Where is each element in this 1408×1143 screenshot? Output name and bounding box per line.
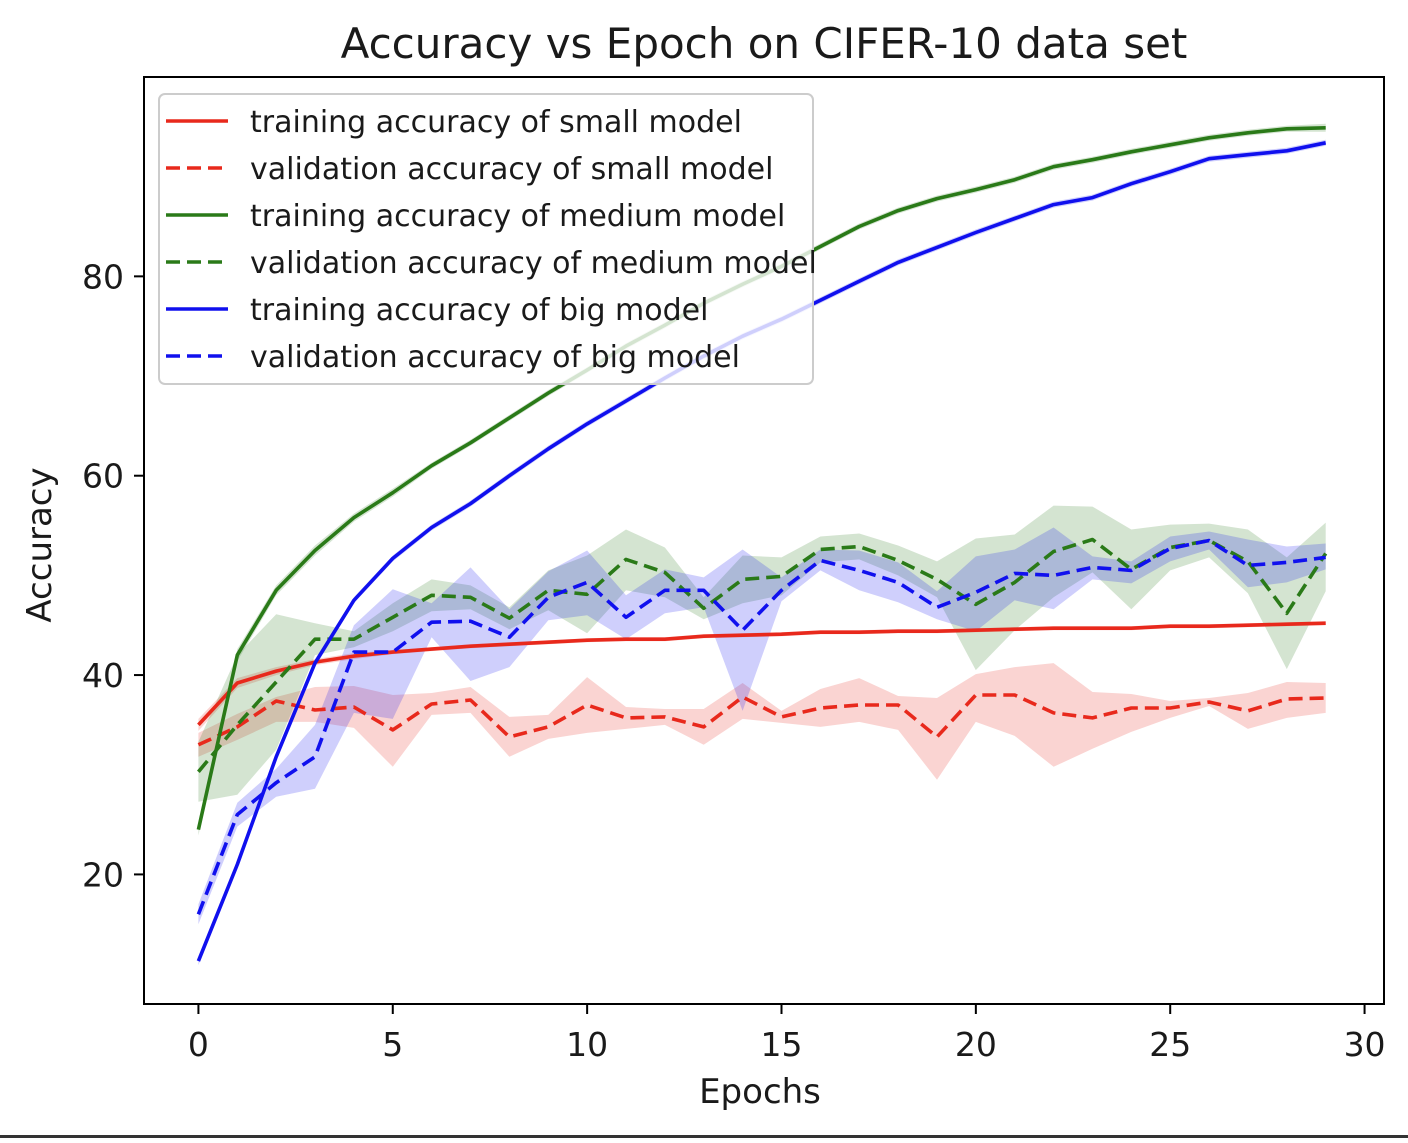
legend-label-training-accuracy-of-big-model: training accuracy of big model <box>250 293 708 328</box>
y-axis-label: Accuracy <box>20 467 60 622</box>
y-tick-label: 40 <box>82 656 124 695</box>
legend-label-training-accuracy-of-small-model: training accuracy of small model <box>250 105 742 140</box>
x-tick-label: 20 <box>955 1025 997 1064</box>
line-validation-accuracy-of-small-model <box>197 693 1326 747</box>
x-axis-label: Epochs <box>699 1072 821 1112</box>
y-axis-ticks: 20 40 60 80 <box>82 257 144 894</box>
band-validation-accuracy-of-small-model <box>198 663 1326 780</box>
x-tick-label: 0 <box>188 1025 209 1064</box>
legend-label-training-accuracy-of-medium-model: training accuracy of medium model <box>250 199 785 234</box>
band-validation-accuracy-of-medium-model <box>198 505 1326 802</box>
y-tick-label: 80 <box>82 257 124 296</box>
legend-label-validation-accuracy-of-small-model: validation accuracy of small model <box>250 152 773 187</box>
bottom-border <box>0 1135 1408 1138</box>
x-tick-label: 15 <box>760 1025 802 1064</box>
legend-label-validation-accuracy-of-medium-model: validation accuracy of medium model <box>250 246 817 281</box>
x-tick-label: 5 <box>382 1025 403 1064</box>
x-tick-label: 25 <box>1149 1025 1191 1064</box>
x-axis-ticks: 0 5 10 15 20 25 30 <box>188 1004 1386 1064</box>
chart-title: Accuracy vs Epoch on CIFER-10 data set <box>341 19 1188 68</box>
y-tick-label: 20 <box>82 855 124 894</box>
x-tick-label: 10 <box>566 1025 608 1064</box>
legend-label-validation-accuracy-of-big-model: validation accuracy of big model <box>250 340 740 375</box>
legend-box <box>158 93 814 385</box>
line-validation-accuracy-of-big-model <box>196 538 1326 915</box>
x-tick-label: 30 <box>1344 1025 1386 1064</box>
y-tick-label: 60 <box>82 457 124 496</box>
legend: training accuracy of small model validati… <box>158 93 817 385</box>
plot-area-frame <box>143 76 1385 1005</box>
